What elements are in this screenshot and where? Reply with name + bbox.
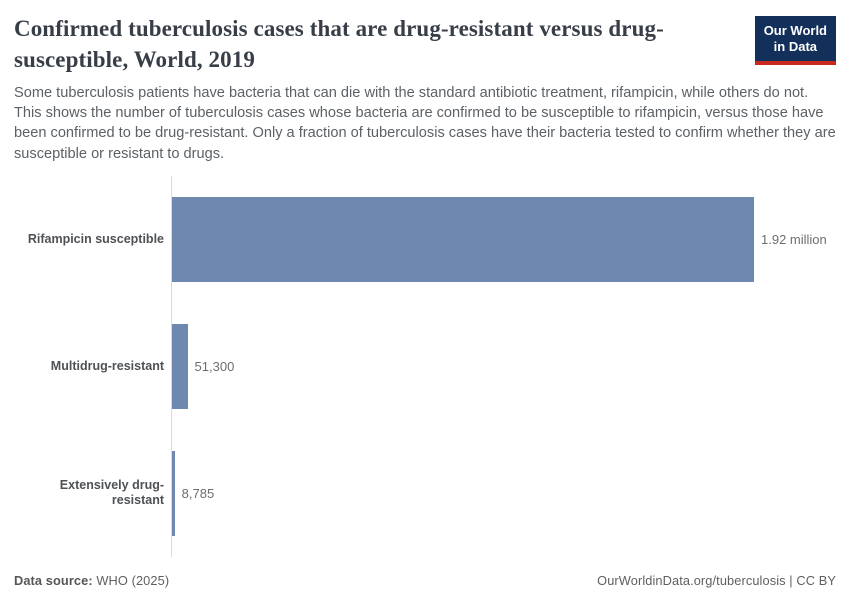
category-label: Multidrug-resistant	[50, 358, 164, 373]
logo-line-2: in Data	[773, 39, 818, 55]
value-label: 51,300	[194, 358, 235, 374]
bar-row: Multidrug-resistant 51,300	[14, 302, 836, 430]
chart-header: Confirmed tuberculosis cases that are dr…	[14, 14, 836, 75]
bar-track: 1.92 million	[171, 175, 836, 303]
chart-footer: Data source: WHO (2025) OurWorldinData.o…	[14, 557, 836, 588]
value-label: 1.92 million	[761, 231, 827, 247]
bar-track: 51,300	[171, 302, 836, 430]
bar-extensively-drug-resistant[interactable]	[172, 450, 175, 536]
bar-track: 8,785	[171, 429, 836, 557]
category-label: Rifampicin susceptible	[27, 231, 164, 246]
attribution-link[interactable]: OurWorldinData.org/tuberculosis | CC BY	[597, 573, 836, 588]
logo-line-1: Our World	[763, 23, 827, 38]
data-source-label: Data source:	[14, 573, 93, 588]
bar-row: Rifampicin susceptible 1.92 million	[14, 175, 836, 303]
chart-title: Confirmed tuberculosis cases that are dr…	[14, 16, 664, 72]
bar-chart-plot-area: Rifampicin susceptible 1.92 million Mult…	[14, 175, 836, 557]
data-source-value: WHO (2025)	[92, 573, 170, 588]
chart-subtitle: Some tuberculosis patients have bacteria…	[14, 85, 836, 162]
bar-rifampicin-susceptible[interactable]	[172, 196, 754, 282]
value-label: 8,785	[181, 485, 215, 501]
owid-logo: Our World in Data	[754, 16, 836, 65]
category-label: Extensively drug-resistant	[59, 478, 164, 508]
data-source: Data source: WHO (2025)	[14, 573, 169, 588]
bar-row: Extensively drug-resistant 8,785	[14, 429, 836, 557]
bar-multidrug-resistant[interactable]	[172, 323, 188, 409]
